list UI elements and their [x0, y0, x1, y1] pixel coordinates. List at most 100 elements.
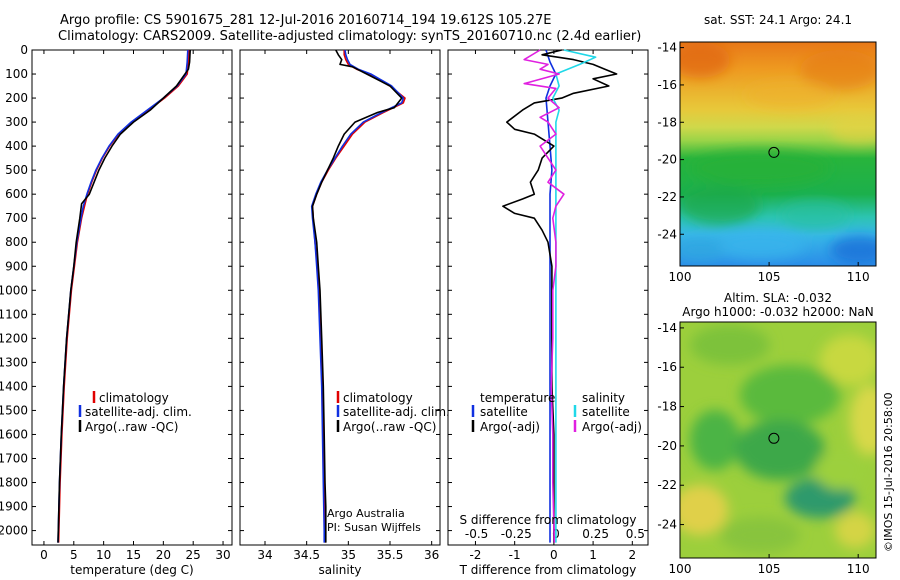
sla-heatmap	[680, 322, 876, 558]
legend-label-climatology: climatology	[343, 391, 413, 405]
depth-tick-label: 100	[5, 67, 28, 81]
x-tick-label: 25	[186, 548, 201, 562]
lat-tick-label: -16	[657, 78, 677, 92]
series-line-argo-raw-qc-	[311, 49, 403, 543]
sst-map-axes: 100 105 110 -14 -16 -18 -20 -22 -24	[657, 41, 869, 284]
salinity-x-axis: 34 34.5 35 35.5 36	[257, 50, 439, 562]
s-diff-tick-label: -0.25	[501, 527, 532, 541]
sla-map-frame	[679, 321, 877, 559]
depth-tick-label: 1900	[0, 500, 28, 514]
lat-tick-label: -18	[657, 400, 677, 414]
s-diff-tick-label: 0.25	[582, 527, 609, 541]
difference-t-axis: -2 -1 0 1 2	[469, 50, 636, 562]
depth-tick-label: 200	[5, 91, 28, 105]
temperature-series	[57, 49, 191, 543]
sla-map-title-line1: Altim. SLA: -0.032	[724, 291, 832, 305]
legend-label-climatology: climatology	[99, 391, 169, 405]
legend-label-argo: Argo(..raw -QC)	[343, 420, 436, 434]
series-line-s-satellite	[551, 49, 597, 543]
depth-tick-label: 600	[5, 187, 28, 201]
series-line-t-argo-adj-	[502, 49, 618, 543]
lon-tick-label: 105	[758, 562, 781, 576]
difference-xlabel: T difference from climatology	[459, 563, 637, 577]
depth-tick-label: 400	[5, 139, 28, 153]
lat-tick-label: -20	[657, 153, 677, 167]
lat-tick-label: -22	[657, 190, 677, 204]
legend-label-t-argo: Argo(-adj)	[480, 420, 540, 434]
lat-tick-label: -16	[657, 360, 677, 374]
legend-label-argo: Argo(..raw -QC)	[85, 420, 178, 434]
depth-tick-label: 700	[5, 211, 28, 225]
figure-title-line2: Climatology: CARS2009. Satellite-adjuste…	[58, 29, 641, 44]
sst-heatmap	[680, 42, 876, 266]
x-tick-label: 35.5	[377, 548, 404, 562]
x-tick-label: -2	[469, 548, 481, 562]
x-tick-label: 30	[215, 548, 230, 562]
depth-tick-label: 1100	[0, 307, 28, 321]
salinity-annotation-line2: PI: Susan Wijffels	[327, 521, 421, 534]
x-tick-label: 2	[628, 548, 636, 562]
argo-float-marker	[768, 432, 780, 444]
depth-tick-label: 900	[5, 259, 28, 273]
x-tick-label: 0	[40, 548, 48, 562]
x-tick-label: 1	[589, 548, 597, 562]
lat-tick-label: -24	[657, 518, 677, 532]
depth-tick-label: 0	[20, 43, 28, 57]
salinity-panel: 34 34.5 35 35.5 36 salinity climatology sate…	[239, 49, 450, 577]
salinity-legend: climatology satellite-adj. clim. Argo(..…	[336, 391, 450, 434]
depth-tick-label: 1400	[0, 379, 28, 393]
lat-tick-label: -18	[657, 115, 677, 129]
sla-map-title-line2: Argo h1000: -0.032 h2000: NaN	[682, 305, 874, 319]
sst-map-title: sat. SST: 24.1 Argo: 24.1	[704, 13, 852, 27]
depth-tick-label: 1700	[0, 451, 28, 465]
lat-tick-label: -24	[657, 227, 677, 241]
sst-map-frame	[679, 41, 877, 267]
x-tick-label: 20	[156, 548, 171, 562]
salinity-xlabel: salinity	[318, 563, 361, 577]
salinity-plot-frame	[239, 49, 441, 546]
depth-tick-label: 1200	[0, 331, 28, 345]
legend-title-temperature: temperature	[480, 391, 555, 405]
difference-plot-frame	[447, 49, 649, 546]
lat-tick-label: -22	[657, 478, 677, 492]
temperature-panel: 0100200300400500600700800900100011001200…	[0, 43, 233, 577]
argo-float-marker	[768, 146, 780, 158]
depth-tick-label: 1300	[0, 355, 28, 369]
depth-tick-label: 2000	[0, 524, 28, 538]
depth-tick-label: 500	[5, 163, 28, 177]
x-tick-label: 5	[70, 548, 78, 562]
temperature-plot-frame	[31, 49, 233, 546]
lat-tick-label: -14	[657, 41, 677, 55]
difference-series	[502, 49, 618, 543]
depth-tick-label: 300	[5, 115, 28, 129]
lon-tick-label: 110	[847, 562, 870, 576]
legend-title-salinity: salinity	[582, 391, 625, 405]
depth-tick-label: 1600	[0, 427, 28, 441]
difference-panel: -2 -1 0 1 2 -0.5 -0.25 0 0.25 0.5 T difference f…	[447, 49, 649, 577]
lon-tick-label: 100	[669, 270, 692, 284]
x-tick-label: 15	[126, 548, 141, 562]
series-line-s-argo-adj-	[523, 49, 565, 543]
sla-map-panel: Altim. SLA: -0.032 Argo h1000: -0.032 h2…	[657, 291, 877, 576]
legend-label-s-argo: Argo(-adj)	[582, 420, 642, 434]
legend-label-satellite: satellite-adj. clim.	[85, 405, 192, 419]
x-tick-label: 0	[550, 548, 558, 562]
s-diff-tick-label: 0.5	[626, 527, 645, 541]
lon-tick-label: 100	[669, 562, 692, 576]
x-tick-label: 34.5	[293, 548, 320, 562]
x-tick-label: 34	[257, 548, 272, 562]
series-line-argo-raw-qc-	[57, 49, 191, 543]
difference-left-ticks	[448, 49, 648, 532]
legend-label-satellite: satellite-adj. clim.	[343, 405, 450, 419]
s-diff-tick-label: -0.5	[465, 527, 488, 541]
figure-title-line1: Argo profile: CS 5901675_281 12-Jul-2016…	[60, 13, 551, 28]
lon-tick-label: 110	[847, 270, 870, 284]
sla-map-axes: 100 105 110 -14 -16 -18 -20 -22 -24	[657, 321, 869, 576]
legend-label-s-satellite: satellite	[582, 405, 630, 419]
x-tick-label: -1	[509, 548, 521, 562]
sst-map-panel: sat. SST: 24.1 Argo: 24.1 100 105 110 -14 -1…	[657, 13, 877, 284]
lat-tick-label: -14	[657, 321, 677, 335]
depth-tick-label: 1000	[0, 283, 28, 297]
legend-label-t-satellite: satellite	[480, 405, 528, 419]
